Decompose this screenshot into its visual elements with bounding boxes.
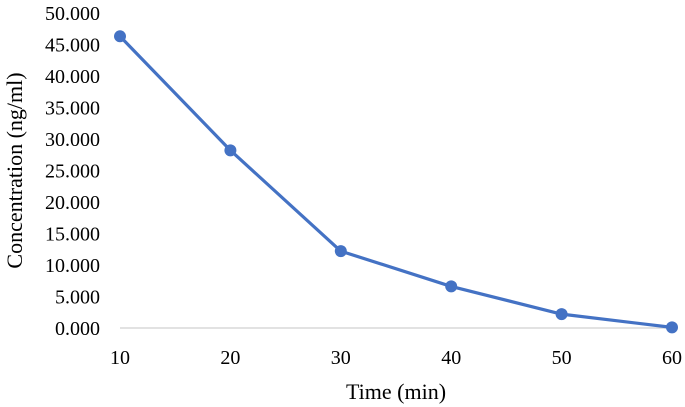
data-point [224, 144, 237, 157]
y-tick-label: 5.000 [55, 287, 100, 309]
y-tick-label: 35.000 [45, 98, 100, 120]
y-tick-label: 45.000 [45, 35, 100, 57]
y-tick-label: 30.000 [45, 129, 100, 151]
x-tick-label: 40 [441, 347, 461, 369]
y-axis-title: Concentration (ng/ml) [2, 72, 27, 268]
x-axis-title: Time (min) [346, 379, 446, 404]
data-point [334, 245, 347, 258]
data-point [445, 280, 458, 293]
x-tick-label: 60 [662, 347, 682, 369]
x-tick-label: 20 [220, 347, 240, 369]
y-tick-label: 15.000 [45, 224, 100, 246]
data-point [666, 321, 678, 334]
data-point [555, 308, 568, 321]
data-point [114, 30, 126, 43]
y-axis-ticks: 0.000 5.000 10.000 15.000 20.000 25.000 30.000… [45, 3, 100, 340]
y-tick-label: 10.000 [45, 255, 100, 277]
x-tick-label: 50 [552, 347, 572, 369]
x-tick-label: 30 [331, 347, 351, 369]
series-layer [114, 30, 678, 334]
x-tick-label: 10 [110, 347, 130, 369]
y-tick-label: 50.000 [45, 3, 100, 25]
series-line [118, 35, 673, 329]
y-tick-label: 25.000 [45, 161, 100, 183]
y-tick-label: 0.000 [55, 318, 100, 340]
x-axis-ticks: 10 20 30 40 50 60 [110, 347, 682, 369]
y-tick-label: 40.000 [45, 66, 100, 88]
y-tick-label: 20.000 [45, 192, 100, 214]
